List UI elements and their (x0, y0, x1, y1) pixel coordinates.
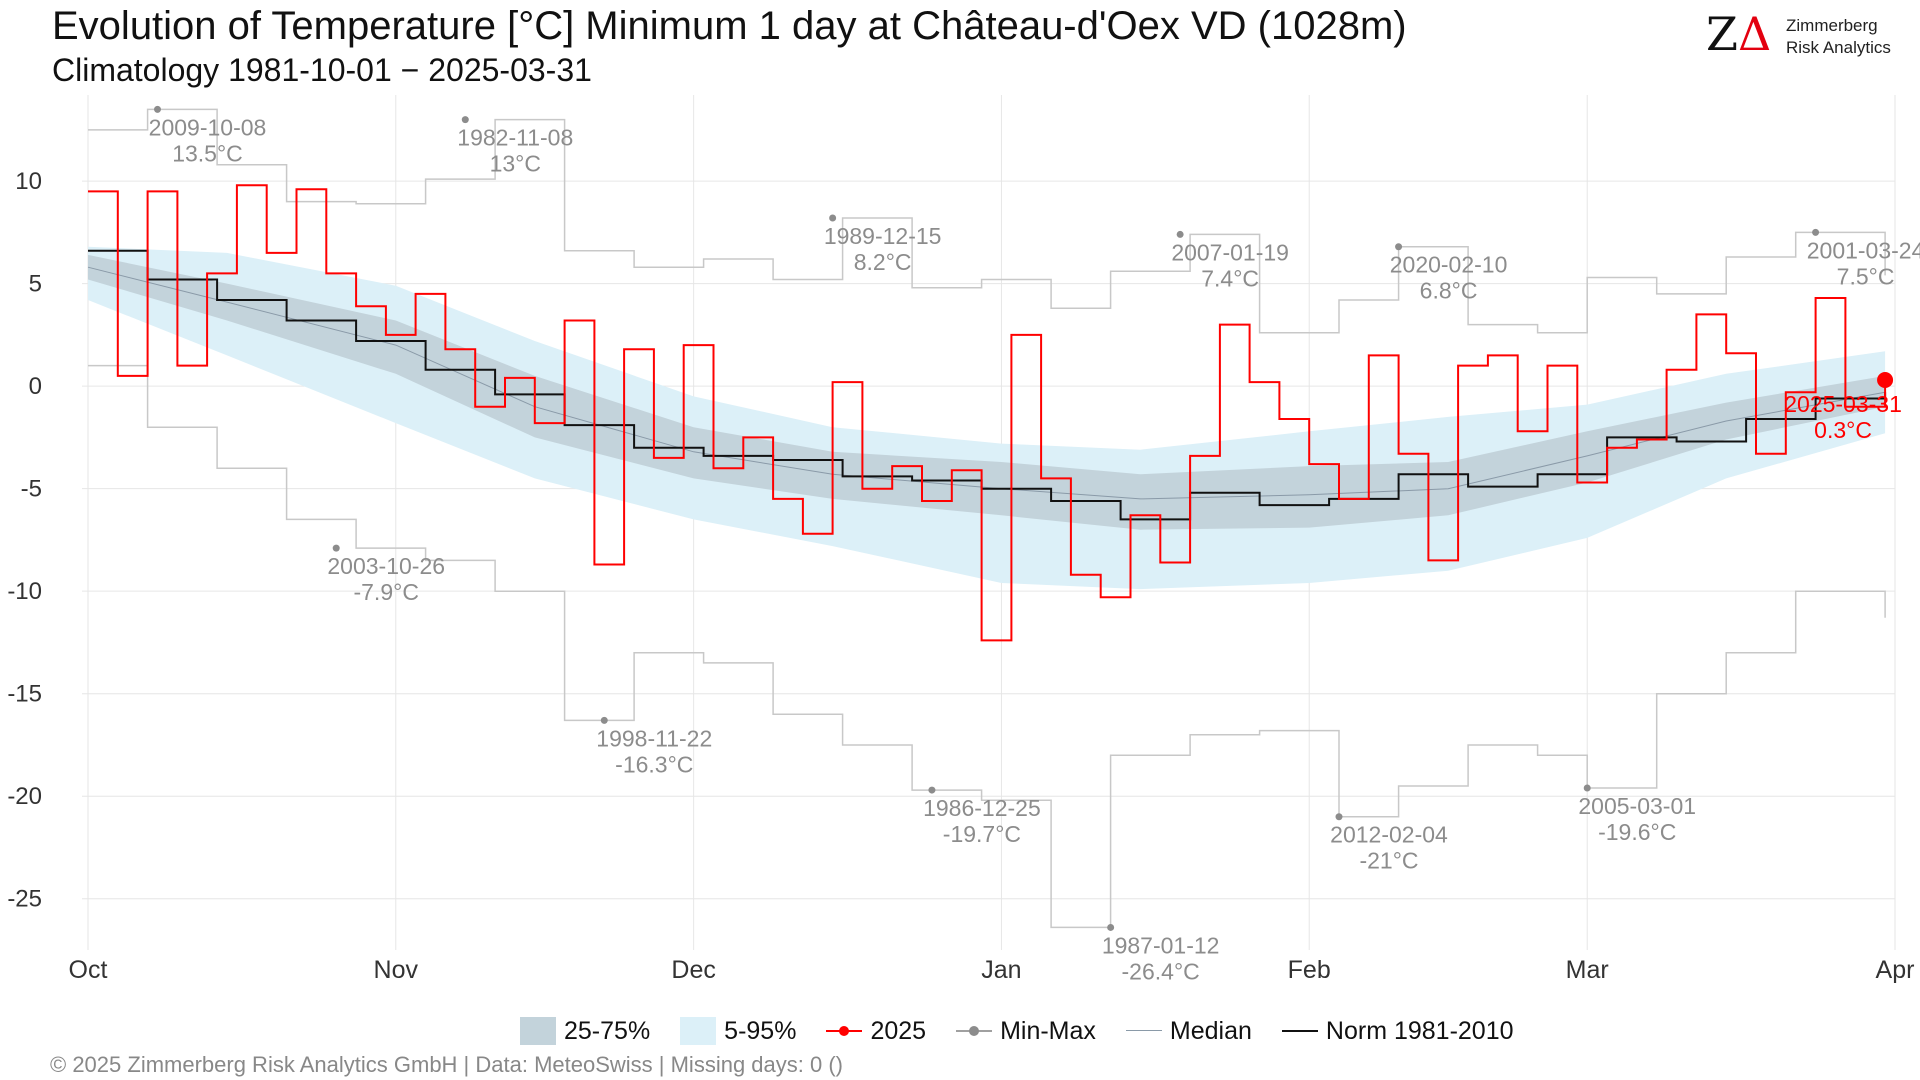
band-p5-95 (88, 246, 1886, 590)
current-point (1877, 372, 1894, 388)
record-value-label: -26.4°C (1122, 958, 1200, 984)
record-date-label: 2009-10-08 (149, 114, 267, 140)
legend-item-p5-95: 5-95% (680, 1017, 796, 1046)
current-date-label: 2025-03-31 (1784, 391, 1902, 417)
record-point (600, 716, 608, 724)
record-value-label: 6.8°C (1420, 278, 1478, 304)
legend-label-current: 2025 (870, 1016, 927, 1045)
record-value-label: 7.4°C (1201, 265, 1259, 291)
record-date-label: 2005-03-01 (1578, 793, 1696, 819)
chart-title: Evolution of Temperature [°C] Minimum 1 … (52, 4, 1407, 48)
record-date-label: 2001-03-24 (1807, 237, 1920, 263)
legend-item-median: Median (1125, 1016, 1252, 1046)
legend-label-norm: Norm 1981-2010 (1325, 1016, 1514, 1045)
legend-swatch-median (1125, 1017, 1162, 1045)
y-tick-label: -15 (7, 681, 42, 708)
y-tick-label: -5 (21, 476, 42, 503)
logo-line-1: Zimmerberg (1786, 16, 1878, 35)
record-date-label: 1998-11-22 (596, 725, 712, 751)
record-point (829, 214, 837, 222)
record-date-label: 2020-02-10 (1390, 252, 1508, 278)
y-tick-label: 5 (29, 271, 42, 298)
y-tick-label: -10 (7, 578, 42, 605)
company-logo: ZΔ Zimmerberg Risk Analytics (1706, 8, 1906, 60)
legend-label-p5-95: 5-95% (724, 1016, 797, 1045)
axis-labels-layer: 10 5 0 -5 -10 -15 -20 -25 Oct Nov Dec Jan Feb Mar Apr (7, 168, 1914, 984)
y-tick-label: -20 (7, 783, 42, 810)
x-tick-label: Apr (1876, 956, 1915, 984)
y-tick-label: 10 (15, 168, 42, 195)
x-tick-label: Dec (671, 956, 715, 984)
minmax-max-line (88, 108, 1886, 334)
record-point (1176, 230, 1184, 238)
record-date-label: 1982-11-08 (457, 125, 573, 151)
line-layer (87, 184, 1887, 642)
record-value-label: 13.5°C (172, 140, 243, 166)
record-point (1107, 923, 1115, 931)
y-tick-label: -25 (7, 886, 42, 913)
logo-line-2: Risk Analytics (1786, 38, 1891, 57)
record-value-label: 7.5°C (1837, 263, 1895, 289)
record-date-label: 2007-01-19 (1171, 239, 1289, 265)
legend-item-current: 2025 (826, 1017, 926, 1046)
record-value-label: -16.3°C (615, 751, 693, 777)
series-current-line (88, 184, 1887, 642)
footer-credit: © 2025 Zimmerberg Risk Analytics GmbH | … (50, 1052, 843, 1077)
legend-swatch-iqr (520, 1017, 556, 1045)
legend-item-minmax: Min-Max (956, 1017, 1096, 1046)
legend-swatch-norm (1281, 1017, 1318, 1045)
x-tick-label: Oct (69, 956, 108, 984)
record-value-label: 13°C (490, 151, 541, 177)
x-tick-label: Mar (1566, 956, 1609, 984)
record-point (1335, 813, 1343, 821)
legend-label-minmax: Min-Max (1000, 1016, 1096, 1045)
current-value-label: 0.3°C (1814, 417, 1872, 443)
record-point (332, 544, 340, 552)
record-point (461, 116, 469, 124)
legend-item-iqr: 25-75% (520, 1017, 650, 1046)
legend-label-median: Median (1169, 1016, 1252, 1045)
record-point (1812, 228, 1820, 236)
record-value-label: -21°C (1359, 848, 1418, 874)
band-iqr (88, 254, 1886, 530)
x-tick-label: Feb (1288, 956, 1331, 984)
record-value-label: 8.2°C (854, 249, 912, 275)
x-tick-label: Nov (374, 956, 419, 984)
legend: 25-75% 5-95% 2025 Min-Max Median Norm 19… (520, 1014, 1544, 1048)
legend-swatch-current (826, 1017, 863, 1045)
record-date-label: 2012-02-04 (1330, 822, 1448, 848)
logo-mark: ZΔ (1706, 7, 1772, 61)
record-point (1583, 784, 1591, 792)
record-value-label: -19.6°C (1598, 819, 1676, 845)
minmax-layer (88, 108, 1886, 929)
legend-label-iqr: 25-75% (564, 1016, 651, 1045)
record-point (928, 786, 936, 794)
legend-swatch-p5-95 (680, 1017, 717, 1045)
record-point (154, 105, 161, 113)
record-value-label: -7.9°C (353, 579, 418, 605)
record-date-label: 2003-10-26 (327, 553, 445, 579)
legend-item-norm: Norm 1981-2010 (1281, 1016, 1514, 1046)
record-date-label: 1987-01-12 (1102, 932, 1220, 958)
record-date-label: 1989-12-15 (824, 223, 942, 249)
y-tick-label: 0 (29, 373, 42, 400)
legend-swatch-minmax (956, 1017, 993, 1045)
record-point (1395, 243, 1403, 251)
band-layer (88, 246, 1886, 590)
x-tick-label: Jan (981, 956, 1021, 984)
record-value-label: -19.7°C (943, 821, 1021, 847)
chart-subtitle: Climatology 1981-10-01 − 2025-03-31 (52, 52, 592, 88)
record-date-label: 1986-12-25 (923, 795, 1041, 821)
minmax-min-line (88, 364, 1886, 929)
